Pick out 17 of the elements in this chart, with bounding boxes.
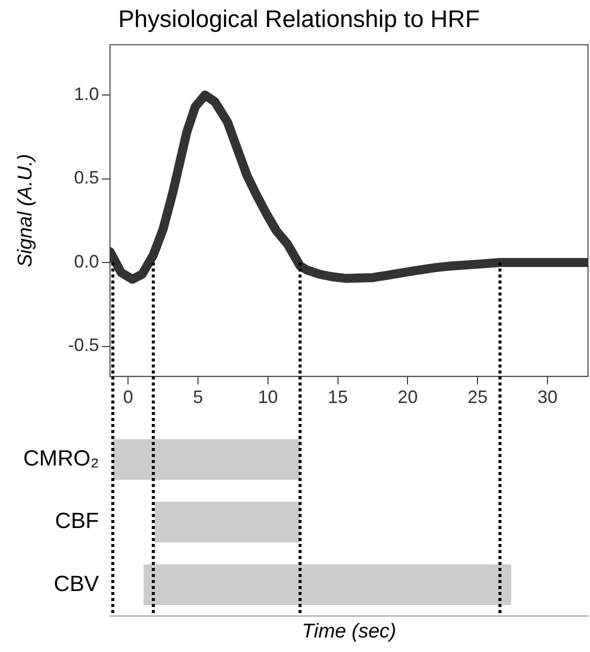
x-tick-label: 20 xyxy=(398,387,418,408)
y-axis-title: Signal (A.U.) xyxy=(14,154,37,268)
x-axis-title: Time (sec) xyxy=(302,620,396,643)
y-tick-label: 0.0 xyxy=(74,251,99,272)
x-tick-label: 25 xyxy=(468,387,488,408)
x-tick-label: 10 xyxy=(258,387,278,408)
chart-title: Physiological Relationship to HRF xyxy=(118,6,480,34)
x-tick-label: 5 xyxy=(193,387,204,408)
x-tick-label: 30 xyxy=(537,387,558,408)
x-tick-label: 15 xyxy=(328,387,348,408)
x-tick-label: 0 xyxy=(123,387,134,408)
y-tick-label: 0.5 xyxy=(74,168,99,188)
y-tick-label: CBF xyxy=(55,508,99,534)
y-tick-label: -0.5 xyxy=(68,335,99,356)
y-tick-label: 1.0 xyxy=(74,84,99,104)
y-tick-label: CBV xyxy=(54,570,100,596)
y-tick-label: CMRO₂ xyxy=(23,446,99,471)
